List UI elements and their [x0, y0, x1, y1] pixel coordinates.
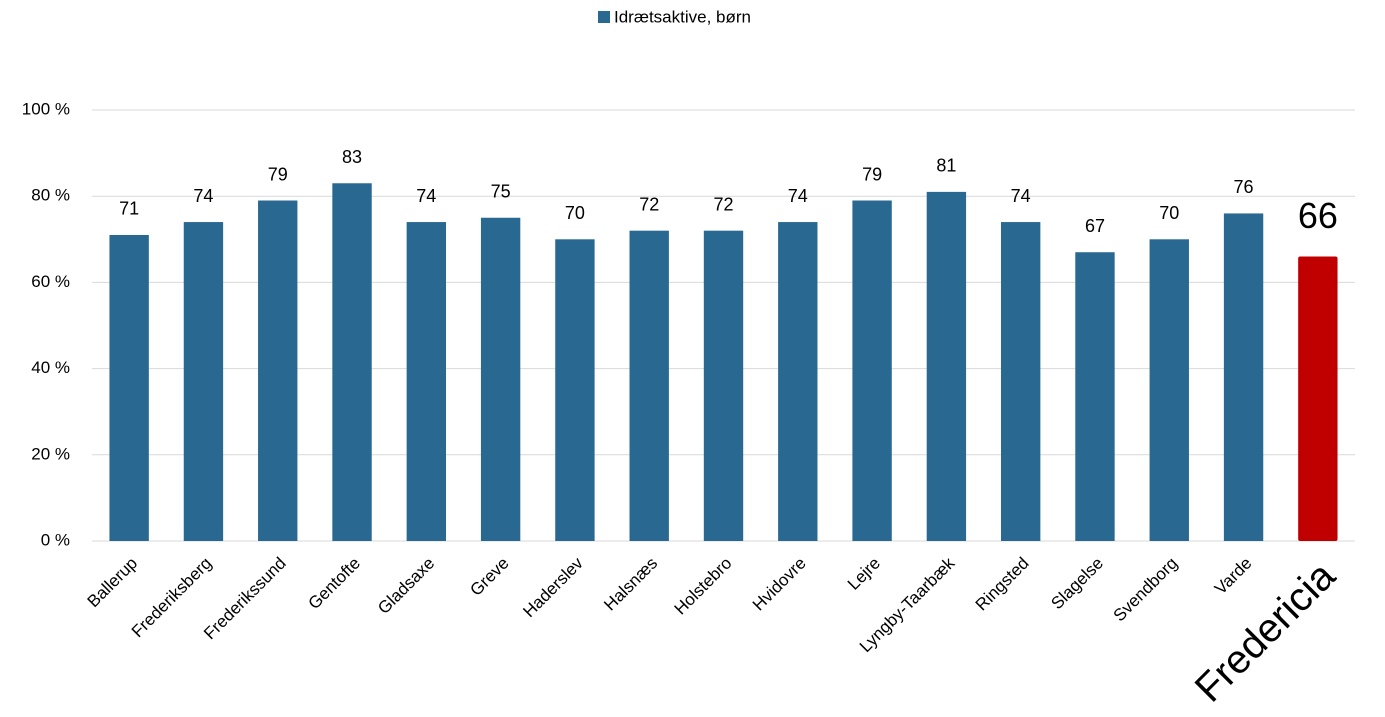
- bar: [1075, 252, 1115, 542]
- bar: [555, 239, 595, 542]
- bar: [258, 200, 298, 541]
- bar: [406, 222, 447, 541]
- bar: [629, 230, 669, 541]
- bar: [332, 183, 372, 541]
- x-tick-label: Slagelse: [1047, 554, 1107, 614]
- legend-swatch: [598, 11, 610, 23]
- x-tick-label: Greve: [466, 554, 512, 600]
- y-tick-label: 60 %: [31, 272, 70, 291]
- y-tick-label: 40 %: [31, 358, 70, 377]
- data-label: 74: [416, 186, 436, 206]
- x-tick-label: Gladsaxe: [374, 554, 438, 618]
- data-label: 83: [342, 147, 362, 167]
- bar: [1149, 239, 1189, 542]
- data-label: 72: [713, 194, 733, 214]
- x-tick-label: Haderslev: [519, 553, 587, 621]
- data-label: 70: [1159, 203, 1179, 223]
- data-label: 74: [1011, 186, 1031, 206]
- data-label: 81: [936, 156, 956, 176]
- data-label: 71: [119, 199, 139, 219]
- bar: [1298, 256, 1338, 541]
- y-tick-label: 100 %: [22, 99, 70, 118]
- data-label: 74: [193, 186, 213, 206]
- bar: [1223, 213, 1264, 541]
- data-label: 74: [788, 186, 808, 206]
- x-tick-label: Ringsted: [972, 554, 1033, 615]
- data-label: 72: [639, 194, 659, 214]
- x-tick-label: Fredericia: [1187, 553, 1344, 710]
- y-tick-label: 0 %: [41, 530, 70, 549]
- data-label: 66: [1298, 195, 1338, 236]
- bar: [1000, 222, 1041, 541]
- x-tick-label: Ballerup: [84, 554, 142, 612]
- x-tick-label: Halsnæs: [600, 554, 661, 615]
- data-label: 75: [491, 182, 511, 202]
- bar: [778, 222, 818, 541]
- data-label: 67: [1085, 216, 1105, 236]
- y-tick-label: 20 %: [31, 444, 70, 463]
- legend-label: Idrætsaktive, børn: [614, 7, 751, 26]
- x-tick-label: Holstebro: [671, 554, 736, 619]
- data-label: 70: [565, 203, 585, 223]
- bar: [183, 222, 224, 541]
- x-tick-label: Hvidovre: [749, 554, 810, 615]
- x-tick-label: Varde: [1211, 554, 1256, 599]
- y-tick-label: 80 %: [31, 186, 70, 205]
- data-label: 79: [268, 164, 288, 184]
- x-tick-label: Lejre: [844, 554, 884, 594]
- bar: [703, 230, 744, 541]
- x-tick-label: Gentofte: [304, 554, 364, 614]
- data-label: 79: [862, 164, 882, 184]
- data-label: 76: [1234, 177, 1254, 197]
- bar: [480, 217, 521, 541]
- bar: [926, 191, 967, 541]
- bar: [109, 234, 149, 542]
- x-tick-label: Svendborg: [1110, 554, 1182, 626]
- bar: [852, 200, 892, 541]
